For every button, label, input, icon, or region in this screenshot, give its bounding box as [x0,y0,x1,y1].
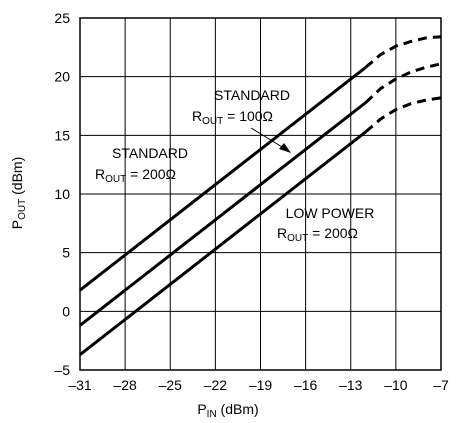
annotation-low-power-title: LOW POWER [286,205,375,221]
y-tick-label: 0 [62,303,70,319]
y-axis-label: POUT (dBm) [9,157,28,229]
y-tick-label: 25 [54,10,70,26]
series-2-dashed-line [364,62,442,104]
x-tick-label: –28 [113,377,137,393]
annotation-pointer-arrowhead [279,143,291,153]
x-tick-label: –7 [433,377,449,393]
series-1-dashed-line [364,35,442,69]
x-tick-label: –19 [249,377,273,393]
series-3-dashed-line [364,96,442,133]
x-tick-label: –13 [339,377,363,393]
annotation-pointer-line [250,127,288,151]
y-tick-label: 5 [62,245,70,261]
annotation-standard-200-title: STANDARD [112,145,188,161]
y-tick-label: 10 [54,186,70,202]
series-3-solid-line [79,130,367,356]
annotation-standard-100-title: STANDARD [214,87,290,103]
annotation-low-power-rout: ROUT = 200Ω [277,225,358,244]
y-tick-label: –5 [54,362,70,378]
annotation-standard-100: STANDARD ROUT = 100Ω [192,87,290,127]
x-tick-label: –10 [384,377,408,393]
y-tick-label: 15 [54,127,70,143]
x-tick-label: –22 [204,377,228,393]
annotation-pointer [250,127,291,153]
grid [80,18,441,370]
annotation-standard-200: STANDARD ROUT = 200Ω [95,145,188,185]
annotation-low-power-200: LOW POWER ROUT = 200Ω [277,205,374,244]
tick-labels: –31 –28 –25 –22 –19 –16 –13 –10 –7 –5 0 5 10 15 20 25 [54,10,449,393]
x-tick-label: –16 [294,377,318,393]
x-tick-label: –31 [68,377,92,393]
curves [79,35,442,356]
y-tick-label: 20 [54,69,70,85]
x-tick-label: –25 [159,377,183,393]
series-2-solid-line [79,101,367,327]
series-1-solid-line [79,66,367,292]
annotation-standard-100-rout: ROUT = 100Ω [192,108,273,127]
annotation-standard-200-rout: ROUT = 200Ω [95,166,176,185]
x-axis-label: PIN (dBm) [197,401,258,420]
plot-frame [79,17,442,371]
